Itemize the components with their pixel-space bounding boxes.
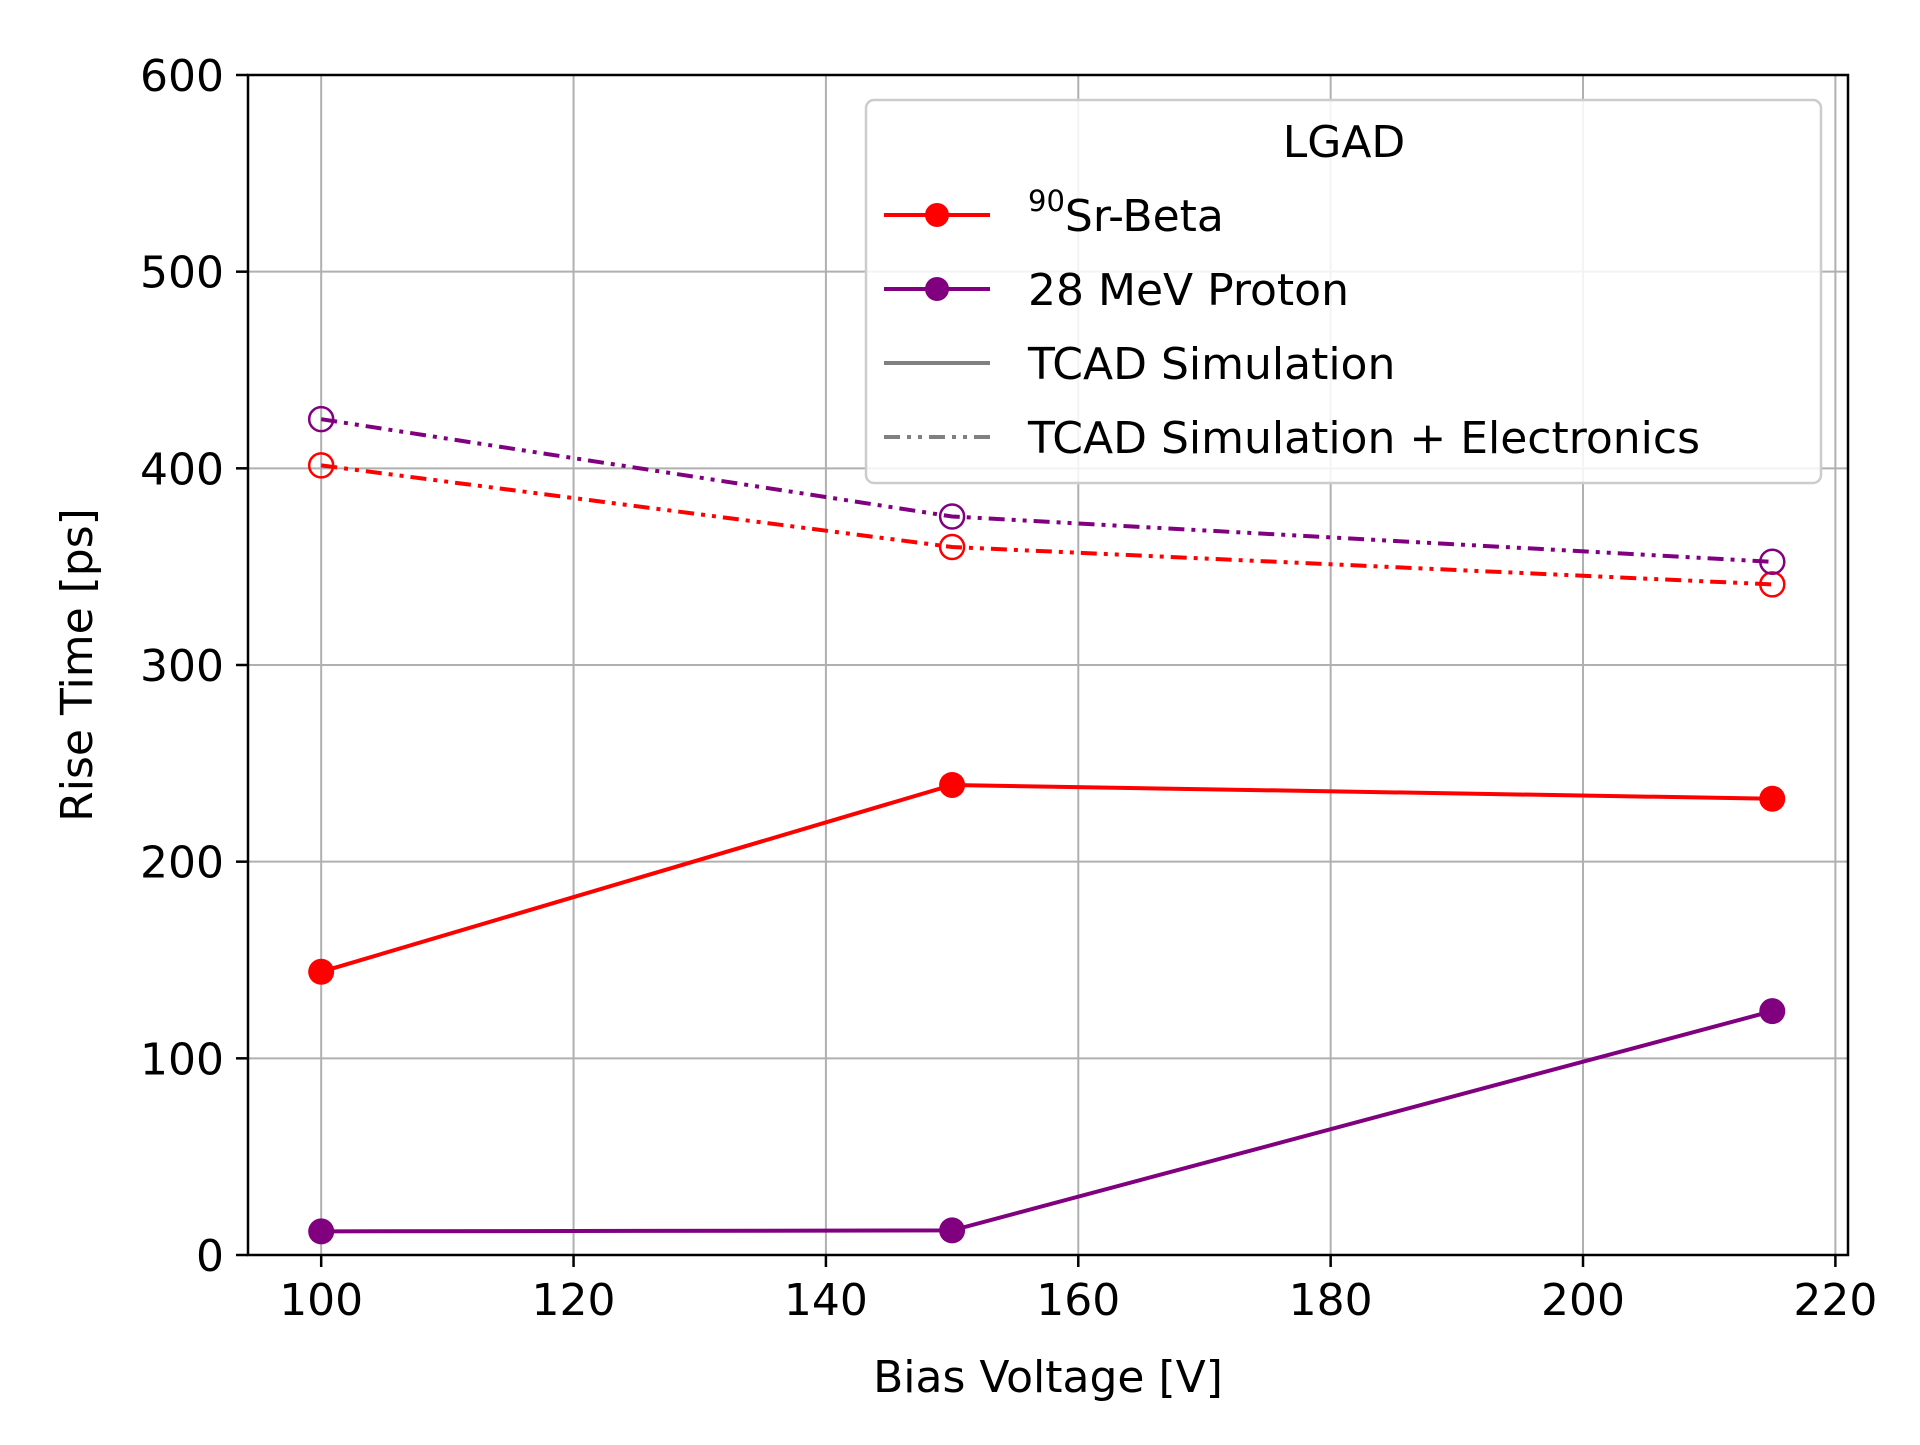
y-tick-label: 400 xyxy=(140,444,224,495)
axis-ticks: 100 120 140 160 180 200 220 0 100 200 300 400 500 600 xyxy=(140,51,1877,1326)
y-tick-label: 500 xyxy=(140,248,224,299)
y-tick-label: 200 xyxy=(140,838,224,889)
data-point xyxy=(938,533,966,561)
data-point xyxy=(939,1217,966,1244)
x-tick-label: 160 xyxy=(1036,1275,1120,1326)
legend-label-proton: 28 MeV Proton xyxy=(1028,265,1349,316)
x-tick-label: 100 xyxy=(279,1275,363,1326)
legend-label-tcad-electronics: TCAD Simulation + Electronics xyxy=(1027,413,1700,464)
legend-title: LGAD xyxy=(1283,117,1406,168)
data-point xyxy=(308,1218,335,1245)
legend-text-sr-beta: Sr-Beta xyxy=(1065,191,1224,242)
series-line-3 xyxy=(320,417,1773,564)
data-point xyxy=(1759,998,1786,1025)
legend: LGAD 90Sr-Beta 28 MeV Proton TCAD Simula… xyxy=(864,98,1823,485)
data-point xyxy=(307,405,335,433)
y-tick-label: 300 xyxy=(140,641,224,692)
legend-marker-proton xyxy=(925,277,949,301)
x-tick-label: 200 xyxy=(1541,1275,1625,1326)
data-series xyxy=(307,405,1786,1245)
y-axis-label: Rise Time [ps] xyxy=(52,508,103,822)
legend-label-tcad: TCAD Simulation xyxy=(1027,339,1395,390)
data-point xyxy=(307,452,335,479)
legend-label-sr-beta: 90Sr-Beta xyxy=(1028,184,1224,242)
x-tick-label: 120 xyxy=(532,1275,616,1326)
data-point xyxy=(308,958,335,985)
x-tick-label: 140 xyxy=(784,1275,868,1326)
series-line-2 xyxy=(320,463,1773,587)
x-tick-label: 180 xyxy=(1289,1275,1373,1326)
legend-sup-sr-beta: 90 xyxy=(1028,184,1065,218)
legend-box xyxy=(864,98,1823,485)
y-tick-label: 100 xyxy=(140,1034,224,1085)
data-point xyxy=(938,503,966,530)
data-point xyxy=(1759,548,1786,575)
x-axis-label: Bias Voltage [V] xyxy=(873,1352,1223,1403)
data-point xyxy=(1759,571,1786,598)
data-point xyxy=(1759,785,1786,812)
x-tick-label: 220 xyxy=(1793,1275,1877,1326)
data-point xyxy=(939,771,966,798)
y-tick-label: 0 xyxy=(196,1231,224,1282)
y-tick-label: 600 xyxy=(140,51,224,102)
legend-marker-sr-beta xyxy=(925,203,949,227)
